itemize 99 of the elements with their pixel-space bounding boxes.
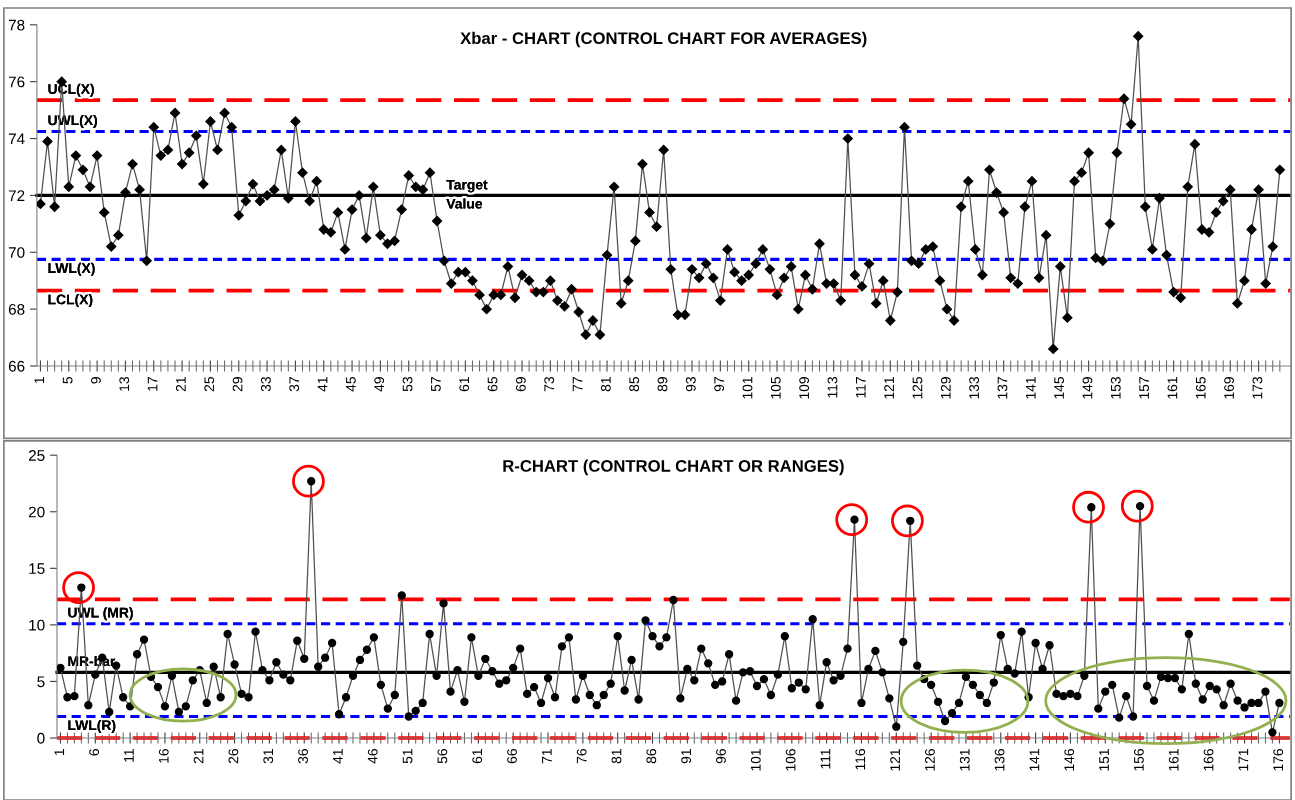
x-tick-label: 93 [685, 377, 696, 392]
x-tick-label: 125 [912, 377, 923, 399]
x-tick-label: 81 [600, 377, 611, 392]
x-tick-label: 11 [124, 749, 134, 762]
x-tick-label: 146 [1064, 749, 1075, 771]
x-tick-label: 131 [959, 749, 970, 771]
x-tick-label: 105 [770, 377, 781, 399]
x-tick-label: 21 [193, 749, 204, 764]
x-tick-label: 81 [611, 749, 622, 764]
y-tick-label: 10 [29, 619, 45, 631]
x-tick-label: 17 [147, 377, 158, 391]
x-tick-label: 69 [515, 377, 526, 392]
x-tick-label: 126 [925, 749, 935, 771]
x-tick-label: 46 [367, 749, 378, 764]
x-tick-label: 56 [437, 749, 448, 764]
x-tick-label: 65 [487, 377, 498, 392]
x-tick-label: 66 [507, 749, 517, 764]
x-tick-label: 16 [158, 749, 169, 763]
x-tick-label: 176 [1273, 749, 1284, 771]
y-tick-label: 66 [8, 360, 25, 372]
ref-line-label: LWL(R) [68, 719, 116, 733]
x-tick-label: 41 [333, 749, 343, 764]
x-tick-label: 86 [646, 749, 657, 764]
x-tick-label: 61 [459, 377, 470, 392]
x-tick-label: 169 [1224, 377, 1234, 399]
x-tick-label: 77 [572, 377, 583, 392]
x-tick-label: 145 [1054, 377, 1065, 399]
x-tick-label: 161 [1168, 749, 1179, 771]
y-tick-label: 76 [8, 76, 25, 88]
x-tick-label: 49 [374, 377, 385, 392]
x-tick-label: 61 [472, 749, 483, 764]
x-tick-label: 57 [431, 377, 441, 392]
x-tick-label: 13 [119, 377, 130, 391]
x-tick-label: 161 [1167, 377, 1178, 399]
y-tick-label: 74 [8, 133, 25, 145]
x-tick-label: 5 [62, 377, 73, 384]
x-tick-label: 165 [1195, 377, 1206, 399]
x-tick-label: 45 [346, 377, 356, 392]
x-tick-label: 111 [820, 749, 831, 769]
x-tick-label: 109 [799, 377, 810, 399]
x-tick-label: 141 [1026, 377, 1036, 399]
x-tick-label: 85 [629, 377, 640, 392]
x-tick-label: 73 [544, 377, 555, 392]
x-tick-label: 91 [681, 749, 692, 764]
x-tick-label: 136 [994, 749, 1005, 771]
x-tick-label: 166 [1203, 749, 1214, 771]
x-tick-label: 1 [54, 749, 65, 756]
x-tick-label: 1 [34, 377, 45, 384]
x-tick-label: 156 [1133, 749, 1144, 771]
chart-title: Xbar - CHART (CONTROL CHART FOR AVERAGES) [460, 31, 867, 48]
ref-line-label: LCL(X) [48, 294, 93, 308]
x-tick-label: 137 [997, 377, 1008, 399]
x-tick-label: 157 [1139, 377, 1150, 399]
x-tick-label: 33 [260, 377, 271, 392]
x-tick-label: 117 [856, 377, 866, 398]
x-tick-label: 129 [940, 377, 951, 399]
x-tick-label: 9 [91, 377, 101, 384]
x-tick-label: 149 [1082, 377, 1093, 399]
x-tick-label: 41 [317, 377, 328, 392]
x-tick-label: 89 [657, 377, 668, 392]
x-tick-label: 51 [402, 749, 413, 764]
y-tick-label: 70 [8, 247, 25, 258]
x-tick-label: 171 [1238, 749, 1249, 771]
x-tick-label: 36 [298, 749, 308, 764]
x-tick-label: 76 [576, 749, 587, 764]
x-tick-label: 153 [1110, 377, 1121, 399]
x-tick-label: 31 [263, 749, 274, 764]
x-tick-label: 121 [884, 377, 894, 399]
x-tick-label: 101 [742, 377, 753, 399]
x-tick-label: 116 [855, 749, 866, 770]
y-tick-label: 15 [29, 563, 45, 575]
y-tick-label: 78 [8, 19, 25, 31]
x-tick-label: 121 [890, 749, 900, 771]
ref-line-label: Target Value [446, 179, 488, 209]
x-tick-label: 106 [785, 749, 796, 771]
x-tick-label: 101 [750, 749, 761, 771]
x-tick-label: 71 [542, 749, 552, 764]
x-tick-label: 151 [1099, 749, 1109, 771]
x-tick-label: 26 [228, 749, 239, 764]
x-tick-label: 37 [289, 377, 300, 392]
y-tick-label: 68 [8, 304, 25, 315]
x-tick-label: 141 [1029, 749, 1040, 771]
y-tick-label: 0 [37, 732, 45, 744]
x-tick-label: 96 [716, 749, 726, 764]
x-tick-label: 173 [1252, 377, 1263, 399]
chart-title: R-CHART (CONTROL CHART OR RANGES) [503, 459, 844, 476]
x-tick-label: 29 [232, 377, 243, 392]
x-tick-label: 21 [175, 377, 186, 392]
x-tick-label: 6 [89, 749, 100, 756]
y-tick-label: 20 [28, 506, 45, 518]
ref-line-label: LWL(X) [48, 262, 95, 276]
x-tick-label: 113 [827, 377, 838, 398]
y-tick-label: 5 [37, 676, 45, 688]
x-tick-label: 53 [402, 377, 413, 392]
y-tick-label: 25 [28, 450, 45, 461]
x-tick-label: 97 [714, 377, 725, 392]
x-tick-label: 133 [969, 377, 980, 399]
x-tick-label: 25 [204, 377, 215, 392]
y-tick-label: 72 [8, 190, 25, 201]
